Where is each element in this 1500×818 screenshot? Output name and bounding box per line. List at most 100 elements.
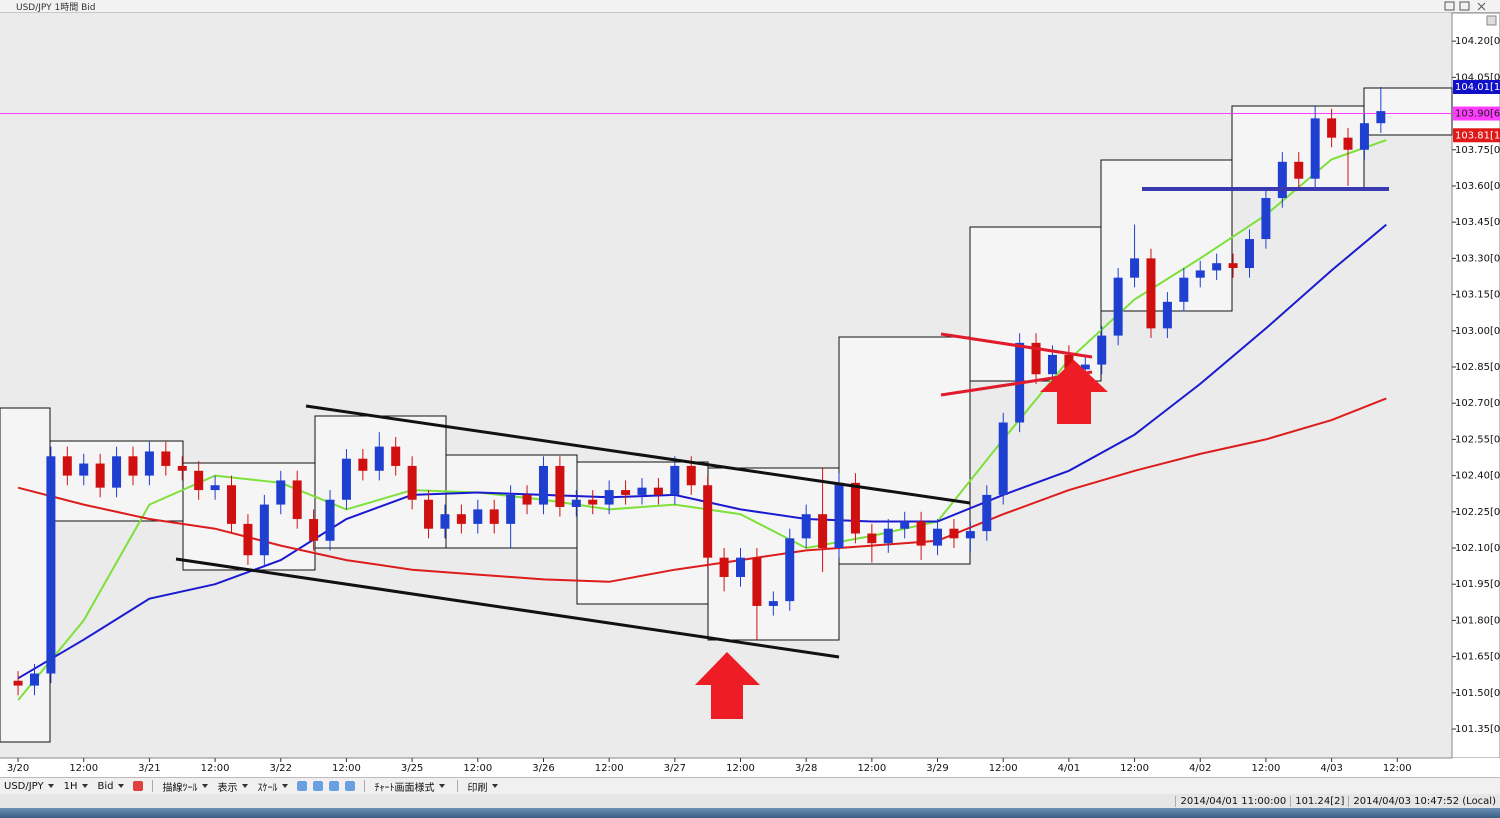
candle-body: [555, 465, 565, 507]
title-bar: USD/JPY 1時間 Bid: [0, 0, 1500, 13]
candle-body: [489, 509, 499, 524]
candle-body: [1212, 263, 1222, 271]
candle-body: [949, 528, 959, 539]
candle-body: [1179, 277, 1189, 302]
candle-body: [867, 533, 877, 544]
candle-body: [161, 451, 171, 466]
candle-body: [506, 494, 516, 524]
x-tick-label: 12:00: [1383, 763, 1412, 774]
candle-body: [440, 514, 450, 529]
candle-body: [801, 514, 811, 539]
zoom-icon[interactable]: [296, 781, 307, 791]
candle-body: [456, 514, 466, 524]
candle-body: [276, 480, 286, 505]
candle-body: [736, 557, 746, 577]
candle-body: [752, 557, 762, 606]
candle-body: [243, 523, 253, 556]
y-tick-label: 103.00[0]: [1455, 326, 1500, 337]
candle-body: [177, 465, 187, 471]
zoom-icon[interactable]: [344, 781, 355, 791]
candle-body: [719, 557, 729, 577]
candle-body: [227, 485, 237, 524]
candle-body: [670, 465, 680, 495]
candle-body: [341, 458, 351, 500]
maximize-button[interactable]: [1459, 1, 1470, 11]
candle-body: [1376, 111, 1386, 124]
print-menu[interactable]: 印刷: [468, 779, 498, 794]
time-axis-panel: [0, 758, 1500, 777]
candle-body: [1130, 258, 1140, 278]
close-button[interactable]: [1477, 2, 1486, 11]
candle-body: [309, 519, 319, 541]
candle-body: [1195, 270, 1205, 278]
minimize-button[interactable]: [1444, 1, 1455, 11]
trend-line: [305, 404, 971, 505]
status-clock: 2014/04/03 10:47:52 (Local): [1348, 795, 1500, 807]
scale-menu[interactable]: ｽｹｰﾙ: [258, 779, 288, 794]
candle-body: [538, 465, 548, 505]
drawings: [175, 187, 1389, 719]
y-tick-label: 101.95[0]: [1455, 579, 1500, 590]
chart-style-menu[interactable]: ﾁｬｰﾄ画面様式: [375, 779, 445, 794]
candle-body: [1327, 118, 1337, 138]
y-tick-label: 102.85[0]: [1455, 362, 1500, 373]
candle-body: [79, 463, 89, 476]
price-axis-panel: [1451, 12, 1500, 759]
candle-body: [62, 456, 72, 476]
separator: [363, 780, 365, 792]
range-box: [576, 461, 709, 605]
axis-corner-button[interactable]: [1486, 15, 1497, 26]
candle-body: [900, 521, 910, 529]
candle-body: [46, 456, 56, 674]
x-tick-label: 3/28: [795, 763, 817, 774]
symbol-menu[interactable]: USD/JPY: [4, 781, 54, 792]
y-tick-label: 103.15[0]: [1455, 290, 1500, 301]
y-tick-label: 101.65[0]: [1455, 652, 1500, 663]
candle-body: [703, 485, 713, 558]
candle-body: [653, 487, 663, 495]
y-tick-label: 104.20[0]: [1455, 36, 1500, 47]
y-tick-label: 103.75[0]: [1455, 145, 1500, 156]
window-controls: [1444, 1, 1497, 26]
candle-body: [1310, 118, 1320, 179]
candle-body: [686, 465, 696, 486]
y-tick-label: 101.35[0]: [1455, 724, 1500, 735]
timeframe-menu[interactable]: 1H: [64, 781, 88, 792]
zoom-icon[interactable]: [328, 781, 339, 791]
y-tick-label: 102.25[0]: [1455, 507, 1500, 518]
separator: [456, 780, 458, 792]
candle-body: [588, 499, 598, 505]
zoom-icon[interactable]: [312, 781, 323, 791]
price-marker-label: 103.90[6: [1455, 109, 1500, 120]
y-tick-label: 103.30[0]: [1455, 253, 1500, 264]
chart: 104.20[0] 104.05[0] 103.75[0] 103.60[0] 103.…: [0, 1, 1500, 777]
drawing-tool-menu[interactable]: 描線ﾂｰﾙ: [163, 779, 208, 794]
candle-body: [358, 458, 368, 471]
candle-body: [391, 446, 401, 466]
candle-body: [128, 456, 138, 476]
view-menu[interactable]: 表示: [218, 779, 248, 794]
candle-body: [95, 463, 105, 488]
x-tick-label: 3/26: [532, 763, 554, 774]
price-type-menu[interactable]: Bid: [98, 781, 124, 792]
candle-body: [1162, 301, 1172, 329]
candle-body: [13, 680, 23, 686]
x-tick-label: 4/02: [1189, 763, 1211, 774]
status-price: 101.24[2]: [1290, 795, 1348, 807]
y-tick-label: 103.45[0]: [1455, 217, 1500, 228]
candle-body: [1097, 335, 1107, 365]
status-bar: 2014/04/01 11:00:00 101.24[2] 2014/04/03…: [0, 794, 1500, 808]
range-box: [1100, 159, 1233, 312]
y-tick-label: 101.50[0]: [1455, 688, 1500, 699]
color-icon[interactable]: [132, 781, 143, 791]
x-tick-label: 12:00: [726, 763, 755, 774]
candle-body: [1047, 354, 1057, 375]
candle-body: [621, 490, 631, 495]
status-time: 2014/04/01 11:00:00: [1175, 795, 1290, 807]
candle-body: [325, 499, 335, 541]
candle-body: [194, 470, 204, 491]
candle-body: [407, 465, 417, 500]
candle-body: [210, 485, 220, 491]
candle-body: [259, 504, 269, 556]
candle-body: [473, 509, 483, 524]
